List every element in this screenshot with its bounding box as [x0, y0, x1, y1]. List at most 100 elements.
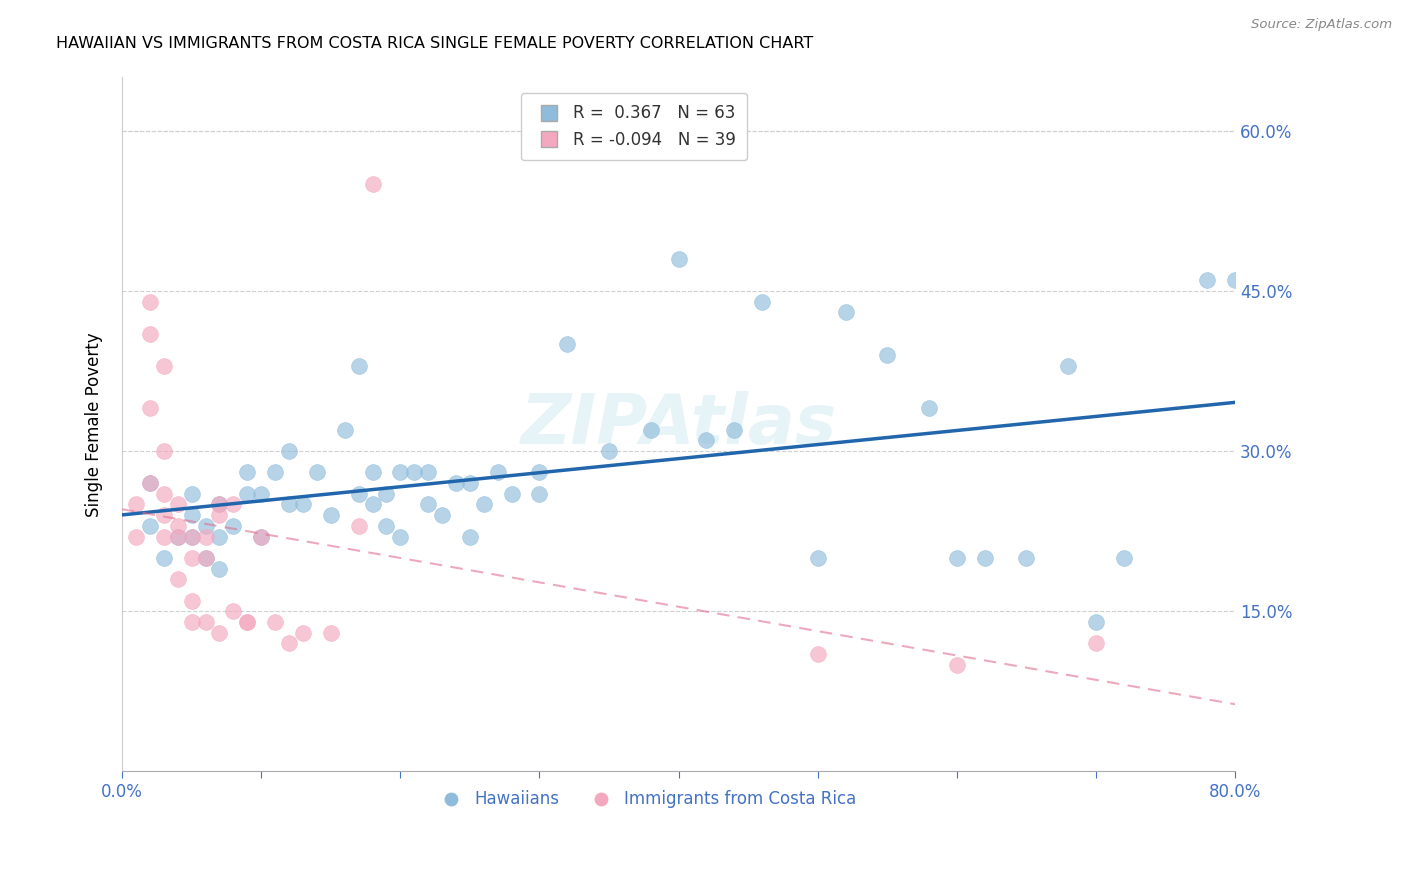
Point: [194, 550, 217, 565]
Point: [139, 326, 162, 341]
Point: [166, 529, 188, 543]
Point: [152, 550, 174, 565]
Point: [194, 615, 217, 629]
Point: [152, 359, 174, 373]
Text: HAWAIIAN VS IMMIGRANTS FROM COSTA RICA SINGLE FEMALE POVERTY CORRELATION CHART: HAWAIIAN VS IMMIGRANTS FROM COSTA RICA S…: [56, 36, 814, 51]
Point: [751, 294, 773, 309]
Y-axis label: Single Female Poverty: Single Female Poverty: [86, 332, 103, 516]
Point: [946, 657, 969, 672]
Point: [458, 476, 481, 491]
Point: [208, 529, 231, 543]
Point: [529, 466, 551, 480]
Point: [236, 487, 259, 501]
Point: [208, 561, 231, 575]
Point: [418, 466, 440, 480]
Point: [361, 498, 384, 512]
Point: [125, 498, 148, 512]
Point: [180, 550, 202, 565]
Point: [347, 518, 370, 533]
Point: [1085, 636, 1108, 650]
Point: [361, 178, 384, 192]
Point: [250, 529, 273, 543]
Point: [139, 401, 162, 416]
Point: [834, 305, 856, 319]
Point: [333, 423, 356, 437]
Text: Source: ZipAtlas.com: Source: ZipAtlas.com: [1251, 18, 1392, 31]
Point: [1112, 550, 1135, 565]
Point: [375, 518, 398, 533]
Legend: Hawaiians, Immigrants from Costa Rica: Hawaiians, Immigrants from Costa Rica: [427, 784, 863, 815]
Point: [264, 615, 287, 629]
Point: [361, 466, 384, 480]
Point: [180, 529, 202, 543]
Point: [236, 615, 259, 629]
Point: [139, 476, 162, 491]
Point: [529, 487, 551, 501]
Point: [278, 636, 301, 650]
Point: [555, 337, 578, 351]
Point: [208, 625, 231, 640]
Point: [194, 529, 217, 543]
Point: [347, 487, 370, 501]
Point: [139, 294, 162, 309]
Point: [430, 508, 453, 523]
Point: [180, 529, 202, 543]
Point: [180, 508, 202, 523]
Point: [418, 498, 440, 512]
Point: [194, 518, 217, 533]
Point: [222, 518, 245, 533]
Point: [640, 423, 662, 437]
Point: [319, 625, 342, 640]
Point: [152, 444, 174, 458]
Point: [125, 529, 148, 543]
Point: [222, 604, 245, 618]
Point: [166, 498, 188, 512]
Point: [375, 487, 398, 501]
Point: [250, 487, 273, 501]
Point: [598, 444, 620, 458]
Point: [139, 518, 162, 533]
Point: [1085, 615, 1108, 629]
Point: [723, 423, 745, 437]
Point: [1015, 550, 1038, 565]
Point: [278, 498, 301, 512]
Point: [305, 466, 328, 480]
Point: [236, 466, 259, 480]
Point: [347, 359, 370, 373]
Point: [166, 529, 188, 543]
Point: [222, 498, 245, 512]
Point: [180, 615, 202, 629]
Point: [458, 529, 481, 543]
Point: [264, 466, 287, 480]
Point: [250, 529, 273, 543]
Point: [876, 348, 898, 362]
Point: [152, 529, 174, 543]
Point: [918, 401, 941, 416]
Point: [1197, 273, 1219, 287]
Point: [389, 529, 412, 543]
Point: [180, 593, 202, 607]
Point: [807, 550, 830, 565]
Point: [319, 508, 342, 523]
Point: [208, 498, 231, 512]
Point: [404, 466, 426, 480]
Point: [208, 508, 231, 523]
Text: ZIPAtlas: ZIPAtlas: [520, 391, 837, 458]
Point: [1225, 273, 1247, 287]
Point: [194, 550, 217, 565]
Point: [973, 550, 995, 565]
Point: [1057, 359, 1080, 373]
Point: [501, 487, 523, 501]
Point: [946, 550, 969, 565]
Point: [139, 476, 162, 491]
Point: [389, 466, 412, 480]
Point: [668, 252, 690, 266]
Point: [152, 487, 174, 501]
Point: [278, 444, 301, 458]
Point: [444, 476, 467, 491]
Point: [166, 518, 188, 533]
Point: [291, 498, 314, 512]
Point: [291, 625, 314, 640]
Point: [486, 466, 509, 480]
Point: [807, 647, 830, 661]
